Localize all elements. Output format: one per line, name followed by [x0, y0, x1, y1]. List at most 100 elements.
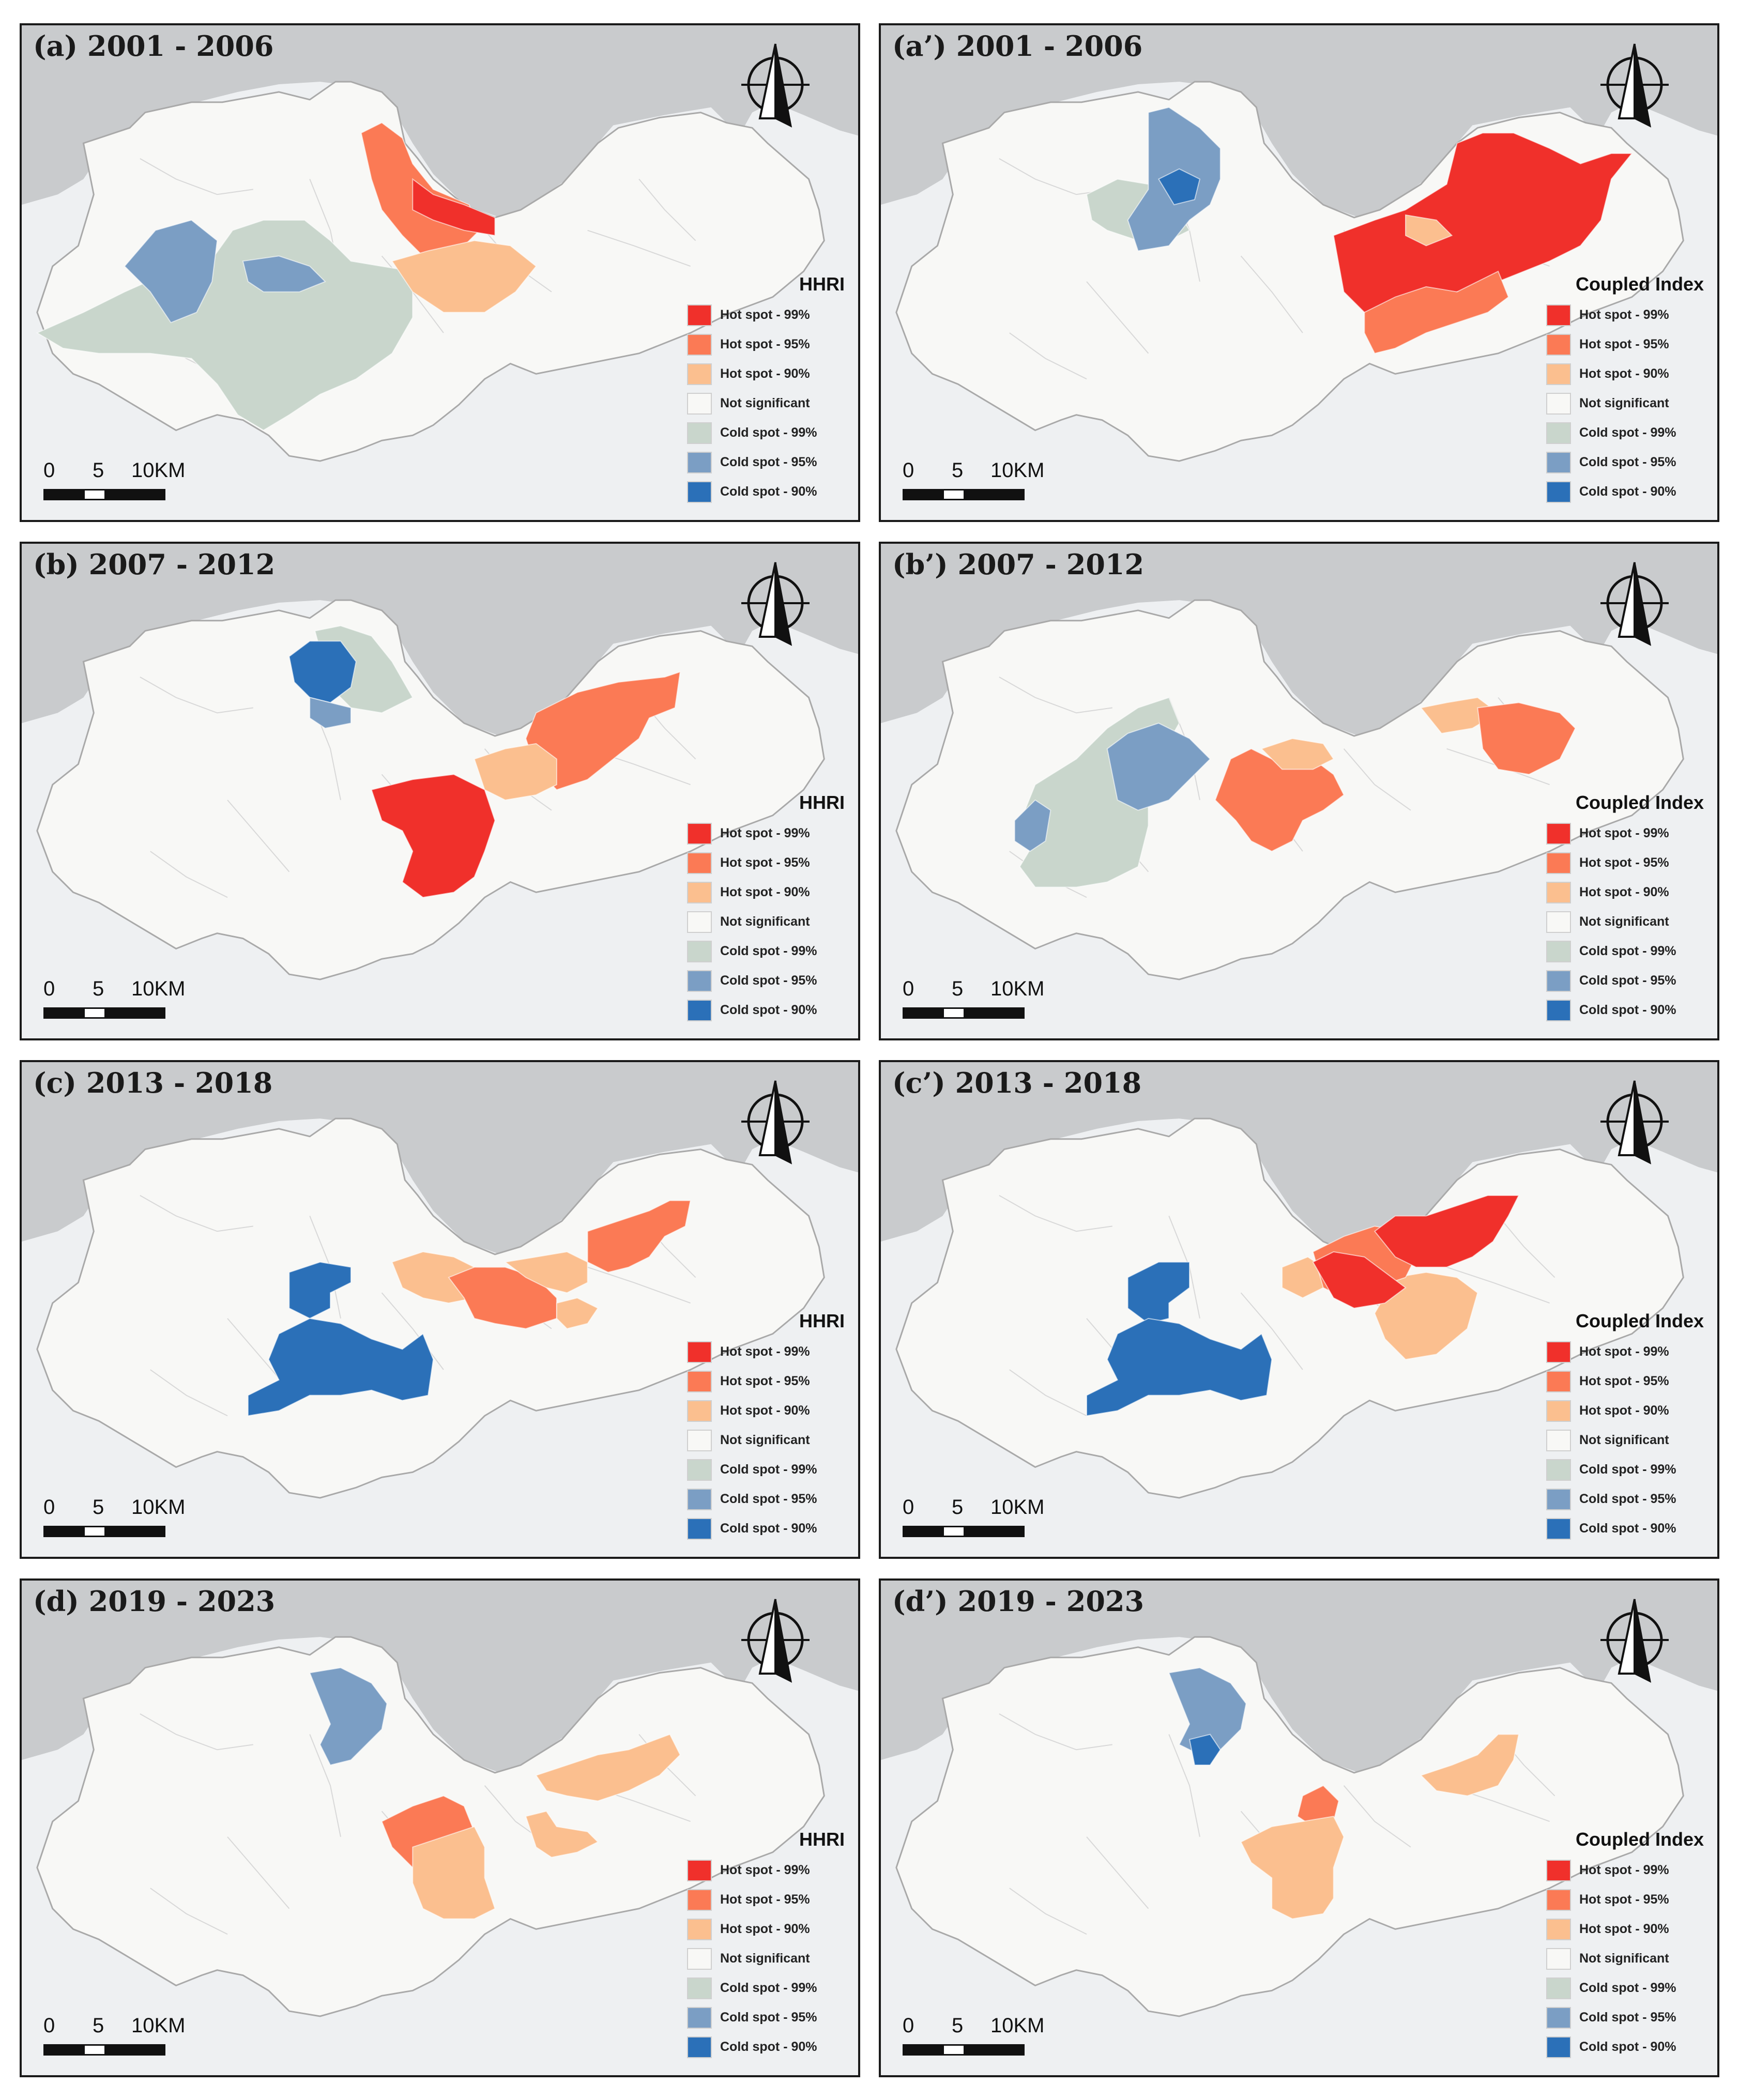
- legend-label: Cold spot - 90%: [1579, 1003, 1676, 1017]
- district-layer: [1086, 106, 1633, 354]
- legend-row-cold95: Cold spot - 95%: [1546, 1484, 1704, 1514]
- scale-label-mid: 5: [952, 459, 964, 482]
- panel-title: (b) 2007 - 2012: [33, 548, 276, 581]
- legend-label: Hot spot - 99%: [1579, 826, 1669, 840]
- legend-row-hot99: Hot spot - 99%: [1546, 1337, 1704, 1367]
- scale-label-zero: 0: [43, 2014, 55, 2037]
- legend-title: HHRI: [799, 1829, 845, 1850]
- legend-swatch: [687, 1370, 712, 1392]
- scale-label-zero: 0: [43, 1496, 55, 1519]
- north-arrow-icon: [739, 1078, 812, 1166]
- panel-title: (d’) 2019 - 2023: [892, 1585, 1145, 1618]
- legend-label: Hot spot - 99%: [1579, 308, 1669, 322]
- district: [1086, 1317, 1273, 1417]
- legend-title: Coupled Index: [1575, 792, 1704, 813]
- scale-label-end: 10KM: [131, 1496, 186, 1519]
- legend-label: Not significant: [720, 914, 810, 929]
- legend-swatch: [687, 304, 712, 326]
- scale-label-zero: 0: [903, 977, 914, 1000]
- district: [1188, 1734, 1221, 1766]
- legend-swatch: [1546, 970, 1571, 992]
- legend-swatch: [687, 1400, 712, 1422]
- legend-swatch: [687, 363, 712, 385]
- legend: Coupled Index Hot spot - 99% Hot spot - 9…: [1546, 1829, 1704, 2062]
- sea-area: [881, 25, 1717, 218]
- scale-label-zero: 0: [903, 459, 914, 482]
- legend-label: Hot spot - 90%: [1579, 1922, 1669, 1936]
- legend-label: Cold spot - 99%: [1579, 944, 1676, 958]
- legend-label: Hot spot - 90%: [1579, 1403, 1669, 1418]
- panel-title: (b’) 2007 - 2012: [892, 548, 1145, 581]
- district-layer: [1086, 1194, 1520, 1417]
- legend-label: Cold spot - 99%: [720, 425, 817, 440]
- legend-swatch: [687, 1918, 712, 1940]
- legend-row-hot99: Hot spot - 99%: [687, 1337, 845, 1367]
- legend-title: HHRI: [799, 1310, 845, 1331]
- legend-row-cold90: Cold spot - 90%: [687, 995, 845, 1025]
- legend-swatch: [687, 999, 712, 1021]
- legend-row-hot99: Hot spot - 99%: [687, 300, 845, 330]
- legend-swatch: [1546, 1341, 1571, 1363]
- district: [1106, 723, 1211, 811]
- legend-swatch: [687, 1488, 712, 1510]
- legend-row-cold99: Cold spot - 99%: [1546, 418, 1704, 448]
- legend-swatch: [687, 2036, 712, 2058]
- legend-swatch: [1546, 392, 1571, 415]
- legend-swatch: [1546, 1889, 1571, 1911]
- legend-label: Hot spot - 90%: [1579, 885, 1669, 899]
- legend-row-hot95: Hot spot - 95%: [687, 848, 845, 878]
- legend-label: Hot spot - 95%: [720, 1892, 810, 1907]
- legend-label: Cold spot - 99%: [720, 1981, 817, 1995]
- legend-label: Hot spot - 99%: [720, 826, 810, 840]
- legend-row-hot90: Hot spot - 90%: [687, 1914, 845, 1944]
- legend-swatch: [1546, 822, 1571, 845]
- scale-label-end: 10KM: [990, 1496, 1045, 1519]
- legend-label: Hot spot - 90%: [720, 885, 810, 899]
- legend-row-hot90: Hot spot - 90%: [1546, 359, 1704, 389]
- district: [504, 1251, 588, 1294]
- legend-swatch: [687, 1859, 712, 1881]
- legend-label: Not significant: [1579, 396, 1669, 410]
- legend-row-hot95: Hot spot - 95%: [687, 1367, 845, 1396]
- legend-row-hot90: Hot spot - 90%: [1546, 1914, 1704, 1944]
- district: [1374, 1194, 1520, 1268]
- scale-label-zero: 0: [43, 977, 55, 1000]
- district: [1374, 1271, 1478, 1360]
- legend-swatch: [1546, 481, 1571, 503]
- legend-label: Hot spot - 95%: [720, 1374, 810, 1388]
- legend-row-hot95: Hot spot - 95%: [687, 1885, 845, 1914]
- legend-label: Hot spot - 95%: [1579, 855, 1669, 870]
- map-canvas: [22, 1062, 858, 1499]
- scale-label-end: 10KM: [131, 977, 186, 1000]
- sea-area: [881, 1581, 1717, 1773]
- district: [1405, 214, 1453, 247]
- district-layer: [247, 1200, 691, 1417]
- sea-area: [22, 25, 858, 218]
- panel-title: (c’) 2013 - 2018: [892, 1066, 1142, 1099]
- legend-label: Cold spot - 99%: [1579, 1981, 1676, 1995]
- legend-row-ns: Not significant: [1546, 1425, 1704, 1455]
- legend-row-hot95: Hot spot - 95%: [1546, 1885, 1704, 1914]
- north-arrow-icon: [739, 41, 812, 129]
- district: [412, 178, 496, 236]
- scale-bar: 0 5 10KM: [43, 2014, 186, 2061]
- legend-row-cold99: Cold spot - 99%: [1546, 1973, 1704, 2003]
- legend-swatch: [1546, 422, 1571, 444]
- legend-label: Cold spot - 99%: [1579, 1462, 1676, 1477]
- legend-title: Coupled Index: [1575, 1310, 1704, 1331]
- legend-swatch: [1546, 911, 1571, 933]
- district: [391, 240, 537, 313]
- legend-label: Hot spot - 95%: [1579, 1892, 1669, 1907]
- legend-label: Cold spot - 90%: [720, 2040, 817, 2054]
- legend-swatch: [1546, 1948, 1571, 1970]
- legend-label: Cold spot - 95%: [720, 2010, 817, 2025]
- legend-label: Cold spot - 95%: [1579, 973, 1676, 988]
- legend-swatch: [1546, 1977, 1571, 1999]
- legend-label: Hot spot - 95%: [1579, 1374, 1669, 1388]
- district: [371, 774, 496, 898]
- district: [242, 255, 326, 293]
- legend-label: Cold spot - 95%: [720, 973, 817, 988]
- legend-row-hot99: Hot spot - 99%: [1546, 1856, 1704, 1885]
- scale-label-mid: 5: [952, 2014, 964, 2037]
- scale-label-zero: 0: [903, 2014, 914, 2037]
